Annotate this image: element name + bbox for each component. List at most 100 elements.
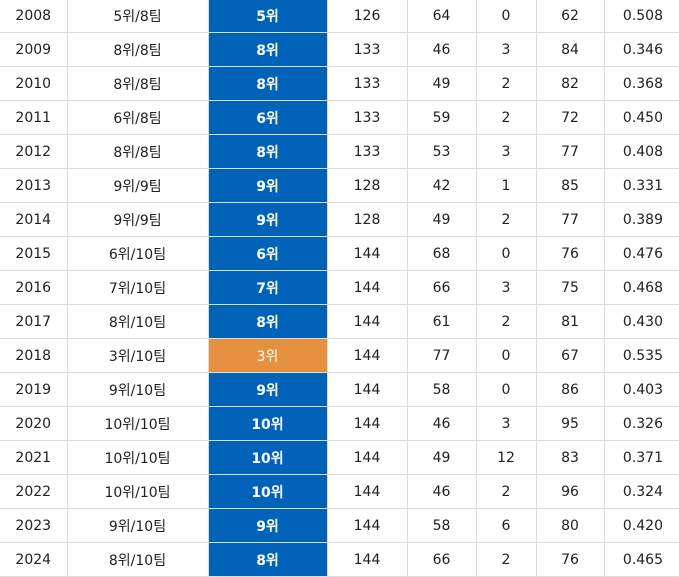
standing-cell: 10위/10팀 (66, 406, 209, 441)
losses-cell: 62 (535, 0, 605, 33)
year-cell: 2022 (0, 474, 68, 509)
games-cell: 144 (326, 542, 408, 577)
draws-cell: 2 (475, 202, 537, 237)
wins-cell: 66 (406, 270, 477, 305)
table-row: 2015 6위/10팀 6위 144 68 0 76 0.476 (0, 236, 679, 271)
table-row: 2009 8위/8팀 8위 133 46 3 84 0.346 (0, 32, 679, 67)
wins-cell: 42 (406, 168, 477, 203)
rank-cell: 8위 (207, 66, 328, 101)
standing-cell: 8위/8팀 (66, 66, 209, 101)
standing-cell: 8위/8팀 (66, 32, 209, 67)
games-cell: 133 (326, 66, 408, 101)
table-row: 2011 6위/8팀 6위 133 59 2 72 0.450 (0, 100, 679, 135)
win-pct-cell: 0.403 (603, 372, 679, 407)
win-pct-cell: 0.430 (603, 304, 679, 339)
games-cell: 144 (326, 508, 408, 543)
wins-cell: 66 (406, 542, 477, 577)
win-pct-cell: 0.420 (603, 508, 679, 543)
rank-cell: 10위 (207, 406, 328, 441)
games-cell: 144 (326, 440, 408, 475)
games-cell: 144 (326, 474, 408, 509)
losses-cell: 86 (535, 372, 605, 407)
year-cell: 2017 (0, 304, 68, 339)
win-pct-cell: 0.331 (603, 168, 679, 203)
rank-cell: 9위 (207, 168, 328, 203)
win-pct-cell: 0.476 (603, 236, 679, 271)
losses-cell: 83 (535, 440, 605, 475)
wins-cell: 59 (406, 100, 477, 135)
losses-cell: 81 (535, 304, 605, 339)
year-cell: 2023 (0, 508, 68, 543)
table-row: 2010 8위/8팀 8위 133 49 2 82 0.368 (0, 66, 679, 101)
win-pct-cell: 0.346 (603, 32, 679, 67)
losses-cell: 77 (535, 202, 605, 237)
games-cell: 126 (326, 0, 408, 33)
standing-cell: 9위/10팀 (66, 372, 209, 407)
losses-cell: 85 (535, 168, 605, 203)
wins-cell: 46 (406, 474, 477, 509)
table-row: 2008 5위/8팀 5위 126 64 0 62 0.508 (0, 0, 679, 33)
year-cell: 2011 (0, 100, 68, 135)
standing-cell: 6위/8팀 (66, 100, 209, 135)
draws-cell: 2 (475, 474, 537, 509)
draws-cell: 0 (475, 0, 537, 33)
standing-cell: 10위/10팀 (66, 440, 209, 475)
losses-cell: 96 (535, 474, 605, 509)
wins-cell: 58 (406, 372, 477, 407)
draws-cell: 12 (475, 440, 537, 475)
standing-cell: 9위/10팀 (66, 508, 209, 543)
win-pct-cell: 0.371 (603, 440, 679, 475)
year-cell: 2010 (0, 66, 68, 101)
wins-cell: 64 (406, 0, 477, 33)
wins-cell: 49 (406, 66, 477, 101)
losses-cell: 72 (535, 100, 605, 135)
games-cell: 128 (326, 202, 408, 237)
losses-cell: 76 (535, 236, 605, 271)
draws-cell: 2 (475, 304, 537, 339)
win-pct-cell: 0.326 (603, 406, 679, 441)
year-cell: 2009 (0, 32, 68, 67)
rank-cell: 8위 (207, 134, 328, 169)
losses-cell: 77 (535, 134, 605, 169)
rank-cell: 5위 (207, 0, 328, 33)
table-row: 2023 9위/10팀 9위 144 58 6 80 0.420 (0, 508, 679, 543)
standing-cell: 8위/8팀 (66, 134, 209, 169)
year-cell: 2016 (0, 270, 68, 305)
wins-cell: 77 (406, 338, 477, 373)
wins-cell: 61 (406, 304, 477, 339)
year-cell: 2019 (0, 372, 68, 407)
standing-cell: 6위/10팀 (66, 236, 209, 271)
wins-cell: 46 (406, 406, 477, 441)
year-cell: 2018 (0, 338, 68, 373)
table-row: 2020 10위/10팀 10위 144 46 3 95 0.326 (0, 406, 679, 441)
rank-cell: 8위 (207, 304, 328, 339)
draws-cell: 2 (475, 66, 537, 101)
table-row: 2019 9위/10팀 9위 144 58 0 86 0.403 (0, 372, 679, 407)
table-row: 2012 8위/8팀 8위 133 53 3 77 0.408 (0, 134, 679, 169)
wins-cell: 53 (406, 134, 477, 169)
wins-cell: 58 (406, 508, 477, 543)
games-cell: 144 (326, 304, 408, 339)
draws-cell: 2 (475, 542, 537, 577)
year-cell: 2014 (0, 202, 68, 237)
year-cell: 2024 (0, 542, 68, 577)
win-pct-cell: 0.468 (603, 270, 679, 305)
wins-cell: 49 (406, 202, 477, 237)
table-row: 2013 9위/9팀 9위 128 42 1 85 0.331 (0, 168, 679, 203)
rank-cell: 6위 (207, 236, 328, 271)
rank-cell: 9위 (207, 508, 328, 543)
rank-cell: 8위 (207, 542, 328, 577)
standing-cell: 9위/9팀 (66, 168, 209, 203)
losses-cell: 67 (535, 338, 605, 373)
standing-cell: 5위/8팀 (66, 0, 209, 33)
games-cell: 144 (326, 270, 408, 305)
losses-cell: 76 (535, 542, 605, 577)
rank-cell: 8위 (207, 32, 328, 67)
losses-cell: 75 (535, 270, 605, 305)
draws-cell: 0 (475, 236, 537, 271)
draws-cell: 1 (475, 168, 537, 203)
draws-cell: 0 (475, 372, 537, 407)
losses-cell: 80 (535, 508, 605, 543)
rank-cell: 9위 (207, 372, 328, 407)
